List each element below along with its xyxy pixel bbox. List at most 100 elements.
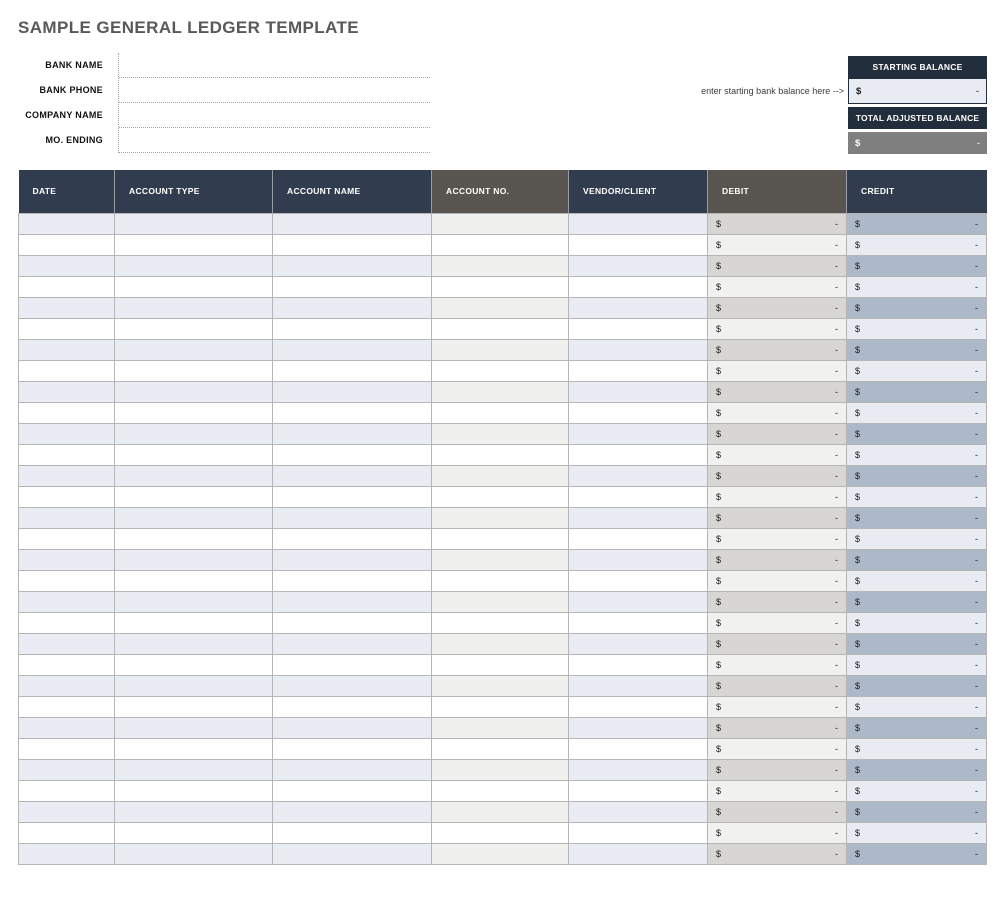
- cell-account-type[interactable]: [114, 443, 273, 466]
- cell-account-no[interactable]: [431, 527, 569, 550]
- cell-account-type[interactable]: [114, 569, 273, 592]
- cell-credit[interactable]: $ -: [846, 527, 987, 550]
- cell-vendor-client[interactable]: [568, 548, 708, 571]
- cell-vendor-client[interactable]: [568, 464, 708, 487]
- cell-account-name[interactable]: [272, 380, 432, 403]
- cell-debit[interactable]: $ -: [707, 506, 847, 529]
- cell-credit[interactable]: $ -: [846, 737, 987, 760]
- cell-account-type[interactable]: [114, 485, 273, 508]
- cell-account-name[interactable]: [272, 569, 432, 592]
- cell-vendor-client[interactable]: [568, 674, 708, 697]
- cell-credit[interactable]: $ -: [846, 254, 987, 277]
- cell-account-name[interactable]: [272, 359, 432, 382]
- cell-credit[interactable]: $ -: [846, 569, 987, 592]
- cell-account-no[interactable]: [431, 569, 569, 592]
- cell-date[interactable]: [18, 674, 115, 697]
- cell-vendor-client[interactable]: [568, 422, 708, 445]
- cell-date[interactable]: [18, 842, 115, 865]
- cell-account-no[interactable]: [431, 548, 569, 571]
- cell-account-no[interactable]: [431, 359, 569, 382]
- cell-account-type[interactable]: [114, 401, 273, 424]
- cell-credit[interactable]: $ -: [846, 422, 987, 445]
- cell-account-type[interactable]: [114, 527, 273, 550]
- cell-account-type[interactable]: [114, 611, 273, 634]
- cell-vendor-client[interactable]: [568, 590, 708, 613]
- cell-account-no[interactable]: [431, 317, 569, 340]
- cell-account-type[interactable]: [114, 548, 273, 571]
- cell-account-type[interactable]: [114, 779, 273, 802]
- cell-date[interactable]: [18, 632, 115, 655]
- cell-date[interactable]: [18, 401, 115, 424]
- cell-debit[interactable]: $ -: [707, 590, 847, 613]
- cell-credit[interactable]: $ -: [846, 590, 987, 613]
- cell-debit[interactable]: $ -: [707, 737, 847, 760]
- cell-account-type[interactable]: [114, 275, 273, 298]
- cell-credit[interactable]: $ -: [846, 800, 987, 823]
- cell-account-type[interactable]: [114, 695, 273, 718]
- cell-vendor-client[interactable]: [568, 569, 708, 592]
- cell-date[interactable]: [18, 233, 115, 256]
- cell-credit[interactable]: $ -: [846, 716, 987, 739]
- cell-date[interactable]: [18, 254, 115, 277]
- cell-credit[interactable]: $ -: [846, 653, 987, 676]
- cell-credit[interactable]: $ -: [846, 485, 987, 508]
- cell-debit[interactable]: $ -: [707, 695, 847, 718]
- cell-account-no[interactable]: [431, 338, 569, 361]
- cell-account-no[interactable]: [431, 275, 569, 298]
- cell-account-no[interactable]: [431, 674, 569, 697]
- cell-account-no[interactable]: [431, 632, 569, 655]
- cell-debit[interactable]: $ -: [707, 212, 847, 235]
- cell-account-type[interactable]: [114, 590, 273, 613]
- cell-date[interactable]: [18, 779, 115, 802]
- cell-account-name[interactable]: [272, 674, 432, 697]
- cell-account-type[interactable]: [114, 380, 273, 403]
- cell-account-type[interactable]: [114, 338, 273, 361]
- cell-account-type[interactable]: [114, 674, 273, 697]
- cell-vendor-client[interactable]: [568, 737, 708, 760]
- cell-account-type[interactable]: [114, 464, 273, 487]
- cell-account-name[interactable]: [272, 401, 432, 424]
- cell-vendor-client[interactable]: [568, 758, 708, 781]
- mo-ending-field[interactable]: [119, 128, 430, 153]
- cell-account-no[interactable]: [431, 758, 569, 781]
- cell-account-no[interactable]: [431, 821, 569, 844]
- cell-account-name[interactable]: [272, 653, 432, 676]
- cell-account-name[interactable]: [272, 821, 432, 844]
- cell-account-no[interactable]: [431, 233, 569, 256]
- cell-credit[interactable]: $ -: [846, 779, 987, 802]
- cell-debit[interactable]: $ -: [707, 296, 847, 319]
- cell-account-type[interactable]: [114, 422, 273, 445]
- cell-credit[interactable]: $ -: [846, 548, 987, 571]
- cell-account-type[interactable]: [114, 254, 273, 277]
- cell-date[interactable]: [18, 800, 115, 823]
- cell-account-name[interactable]: [272, 590, 432, 613]
- cell-date[interactable]: [18, 695, 115, 718]
- cell-vendor-client[interactable]: [568, 653, 708, 676]
- cell-account-type[interactable]: [114, 737, 273, 760]
- cell-date[interactable]: [18, 590, 115, 613]
- cell-date[interactable]: [18, 275, 115, 298]
- cell-account-type[interactable]: [114, 506, 273, 529]
- cell-account-type[interactable]: [114, 212, 273, 235]
- cell-account-name[interactable]: [272, 695, 432, 718]
- cell-account-name[interactable]: [272, 422, 432, 445]
- cell-account-no[interactable]: [431, 506, 569, 529]
- cell-account-type[interactable]: [114, 359, 273, 382]
- cell-debit[interactable]: $ -: [707, 674, 847, 697]
- cell-credit[interactable]: $ -: [846, 674, 987, 697]
- cell-vendor-client[interactable]: [568, 800, 708, 823]
- cell-credit[interactable]: $ -: [846, 611, 987, 634]
- cell-account-no[interactable]: [431, 422, 569, 445]
- cell-date[interactable]: [18, 821, 115, 844]
- cell-date[interactable]: [18, 464, 115, 487]
- cell-account-name[interactable]: [272, 737, 432, 760]
- cell-date[interactable]: [18, 422, 115, 445]
- cell-account-name[interactable]: [272, 275, 432, 298]
- starting-balance-cell[interactable]: $ -: [848, 79, 987, 104]
- cell-account-no[interactable]: [431, 464, 569, 487]
- cell-debit[interactable]: $ -: [707, 842, 847, 865]
- cell-vendor-client[interactable]: [568, 842, 708, 865]
- cell-credit[interactable]: $ -: [846, 359, 987, 382]
- cell-debit[interactable]: $ -: [707, 653, 847, 676]
- cell-debit[interactable]: $ -: [707, 464, 847, 487]
